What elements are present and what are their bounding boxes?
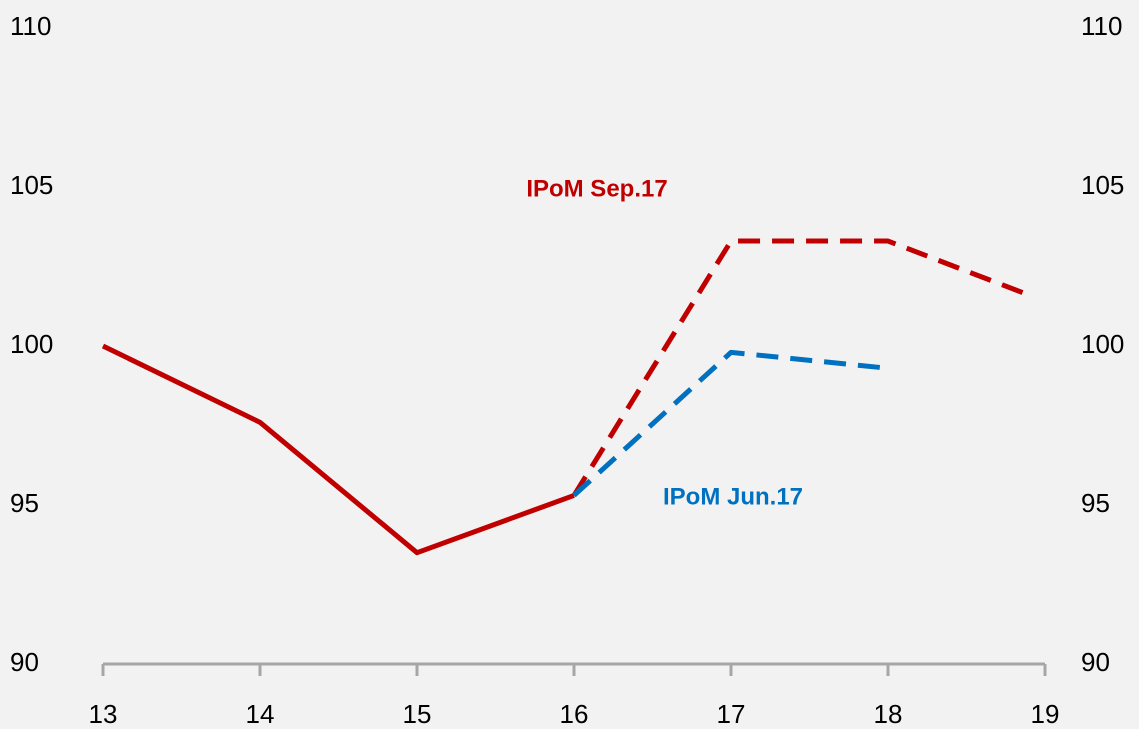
y-tick-label: 110 [10, 11, 51, 41]
y2-tick-label: 95 [1081, 488, 1110, 518]
x-tick-label: 17 [717, 699, 746, 729]
x-tick-label: 15 [403, 699, 432, 729]
y2-tick-label: 105 [1081, 170, 1124, 200]
x-tick-label: 13 [89, 699, 118, 729]
series-line [101, 343, 575, 556]
y-tick-label: 95 [10, 488, 39, 518]
x-tick-label: 19 [1031, 699, 1060, 729]
series-line [571, 238, 1031, 497]
x-tick-label: 14 [246, 699, 275, 729]
y-tick-label: 105 [10, 170, 53, 200]
y2-tick-label: 90 [1081, 647, 1110, 677]
x-tick-label: 16 [560, 699, 589, 729]
y2-tick-label: 100 [1081, 329, 1124, 359]
y-tick-label: 100 [10, 329, 53, 359]
x-tick-label: 18 [874, 699, 903, 729]
y-tick-label: 90 [10, 647, 39, 677]
series-label: IPoM Sep.17 [526, 175, 667, 202]
series-line [572, 349, 889, 498]
y2-tick-label: 110 [1081, 11, 1122, 41]
series-label: IPoM Jun.17 [663, 483, 803, 510]
